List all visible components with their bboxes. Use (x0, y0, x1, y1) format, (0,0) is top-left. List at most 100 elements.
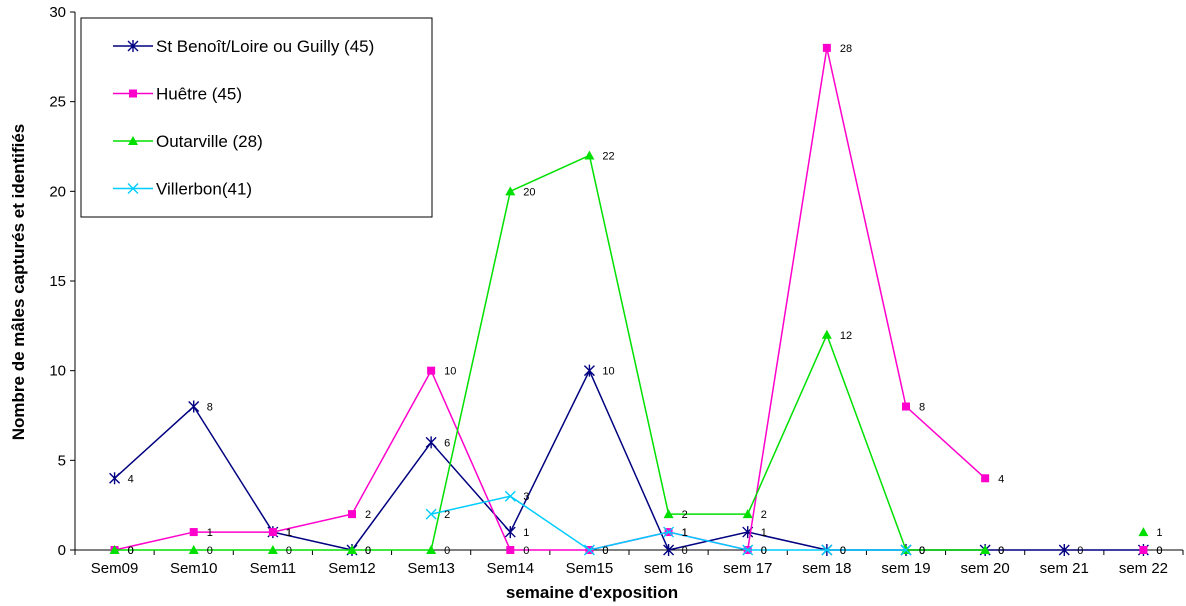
series-1-label-10: 8 (919, 402, 925, 414)
series-0-point-0 (109, 472, 121, 485)
series-3-point-8 (742, 544, 754, 556)
series-2-line-0 (114, 154, 986, 551)
series-1-label-3: 2 (365, 509, 371, 521)
x-tick-label-9: sem 18 (802, 560, 851, 577)
series-3-label-8: 0 (761, 545, 767, 557)
series-3-point-10 (900, 544, 912, 556)
y-tick-label-0: 0 (58, 542, 66, 559)
y-tick-label-10: 10 (49, 363, 66, 380)
series-1-point-2 (268, 528, 277, 537)
x-tick-label-6: Sem15 (566, 560, 614, 577)
series-2-label-11: 0 (998, 545, 1004, 557)
series-0-point-7 (663, 544, 675, 556)
series-1-label-1: 1 (207, 527, 213, 539)
series-1-label-9: 28 (840, 43, 852, 55)
legend: St Benoît/Loire ou Guilly (45) Huêtre (45… (80, 17, 433, 218)
series-2-point-6 (584, 150, 595, 160)
legend-label-0: St Benoît/Loire ou Guilly (45) (156, 37, 374, 56)
series-1-label-6: 0 (602, 545, 608, 557)
series-0-label-8: 1 (761, 527, 767, 539)
y-tick-label-25: 25 (49, 94, 66, 111)
x-tick-label-8: sem 17 (723, 560, 772, 577)
series-2-point-11 (980, 545, 991, 554)
series-1-label-0: 0 (128, 545, 134, 557)
x-tick-label-5: Sem14 (487, 560, 535, 577)
series-0-label-5: 1 (523, 527, 529, 539)
series-0-point-12 (1058, 544, 1070, 556)
series-2-label-2: 0 (286, 545, 292, 557)
series-0-label-1: 8 (207, 402, 213, 414)
series-0-point-1 (188, 400, 200, 413)
series-3-label-7: 1 (682, 527, 688, 539)
series-1-label-8: 0 (761, 545, 767, 557)
series-2-point-1 (188, 545, 199, 554)
series-0-point-5 (504, 526, 516, 539)
series-0-point-6 (583, 364, 595, 377)
x-tick-label-2: Sem11 (250, 560, 296, 577)
series-layer (109, 43, 1149, 556)
series-3-label-4: 2 (444, 509, 450, 521)
series-2-point-0 (109, 545, 120, 554)
series-2-label-3: 0 (365, 545, 371, 557)
series-3-point-6 (583, 544, 595, 556)
series-0-label-10: 0 (919, 545, 925, 557)
series-2-label-13: 1 (1156, 527, 1162, 539)
series-3-point-9 (821, 544, 833, 556)
series-1-point-3 (348, 510, 356, 519)
series-1-label-2: 1 (286, 527, 292, 539)
series-3 (425, 490, 912, 556)
y-tick-label-20: 20 (49, 183, 66, 200)
x-tick-label-1: Sem10 (170, 560, 218, 577)
series-2-label-10: 0 (919, 545, 925, 557)
y-tick-label-15: 15 (49, 273, 66, 290)
x-tick-label-0: Sem09 (91, 560, 139, 577)
series-1-point-10 (902, 402, 910, 411)
series-3-point-5 (504, 490, 516, 502)
legend-marker-3 (127, 183, 139, 194)
series-1-point-13 (1139, 546, 1148, 554)
x-tick-label-4: Sem13 (407, 560, 455, 577)
series-2-label-8: 2 (761, 509, 767, 521)
series-2-point-13 (1138, 527, 1149, 537)
y-tick-label-5: 5 (58, 452, 66, 469)
series-2-point-5 (505, 186, 516, 196)
series-3-label-6: 0 (602, 545, 608, 557)
legend-marker-0 (127, 40, 139, 52)
series-2-point-7 (663, 509, 674, 519)
series-2-point-8 (742, 509, 753, 519)
series-0-label-12: 0 (1077, 545, 1083, 557)
series-3-point-4 (425, 508, 437, 520)
x-tick-label-7: sem 16 (644, 560, 693, 577)
series-0-label-4: 6 (444, 437, 450, 449)
series-1-line-0 (114, 47, 986, 551)
series-0-point-4 (425, 436, 437, 449)
series-0-label-3: 0 (365, 545, 371, 557)
series-1-label-11: 4 (998, 473, 1004, 485)
series-2-point-9 (821, 329, 832, 339)
series-0-label-2: 1 (286, 527, 292, 539)
legend-label-2: Outarville (28) (156, 132, 263, 151)
series-2-point-2 (267, 545, 278, 554)
series-0-label-13: 0 (1156, 545, 1162, 557)
series-0-label-0: 4 (128, 473, 134, 485)
series-2-label-6: 22 (602, 150, 614, 162)
legend-label-1: Huêtre (45) (156, 85, 242, 104)
series-0-label-6: 10 (602, 366, 614, 378)
x-tick-label-11: sem 20 (961, 560, 1010, 577)
x-tick-label-10: sem 19 (881, 560, 930, 577)
series-2-point-3 (347, 545, 357, 554)
x-tick-label-3: Sem12 (328, 560, 376, 577)
series-2-label-9: 12 (840, 330, 852, 342)
series-1-label-4: 10 (444, 366, 456, 378)
series-1-label-5: 0 (523, 545, 529, 557)
series-3-label-5: 3 (523, 491, 529, 503)
y-tick-label-30: 30 (49, 4, 66, 21)
series-2-label-4: 0 (444, 545, 450, 557)
series-0-label-7: 0 (682, 545, 688, 557)
series-3-label-10: 0 (919, 545, 925, 557)
series-1-point-5 (506, 546, 515, 554)
series-2-label-7: 2 (682, 509, 688, 521)
